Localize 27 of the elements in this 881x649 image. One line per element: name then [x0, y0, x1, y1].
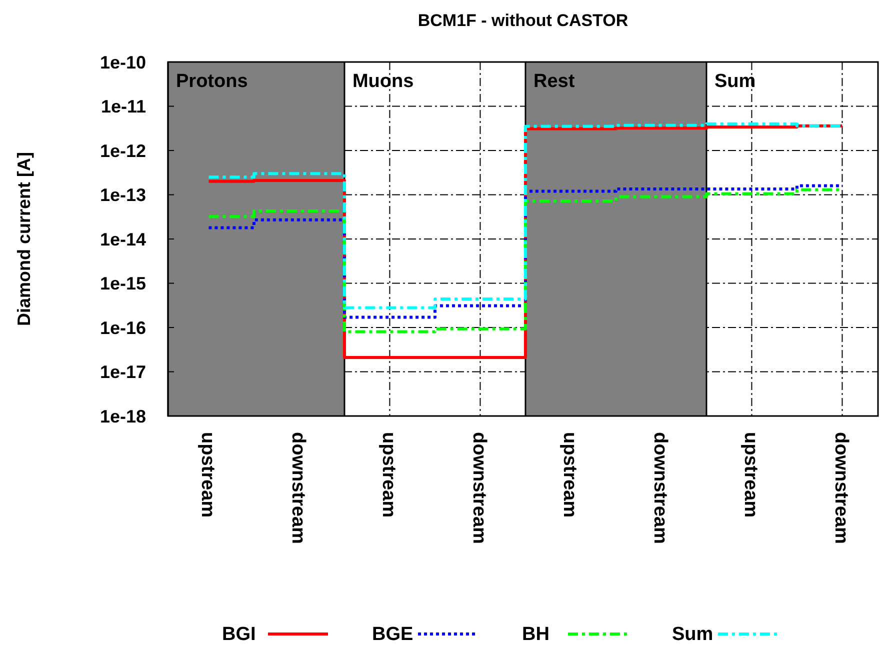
annotation: Rest — [533, 71, 576, 92]
y-tick-label: 1e-16 — [100, 318, 146, 338]
x-tick-label: downstream — [830, 432, 852, 544]
legend-label: Sum — [672, 624, 714, 645]
legend-label: BGE — [372, 624, 414, 645]
x-tick-label: upstream — [559, 432, 580, 518]
y-tick-label: 1e-14 — [100, 229, 146, 250]
legend-label: BH — [522, 624, 550, 645]
x-tick-label: upstream — [197, 432, 218, 518]
x-tick-label: upstream — [378, 432, 400, 518]
y-tick-label: 1e-15 — [100, 274, 146, 294]
annotation: Protons — [176, 71, 248, 92]
x-tick-label: downstream — [468, 432, 490, 544]
chart-title: BCM1F - without CASTOR — [418, 11, 628, 30]
y-tick-label: 1e-17 — [100, 362, 146, 382]
annotation: Muons — [352, 71, 414, 92]
y-tick-label: 1e-11 — [100, 96, 146, 117]
y-tick-label: 1e-13 — [100, 185, 146, 206]
y-tick-label: 1e-12 — [100, 140, 146, 161]
legend-label: BGI — [222, 624, 256, 645]
x-tick-label: upstream — [740, 432, 762, 518]
x-tick-label: downstream — [288, 432, 309, 544]
y-tick-label: 1e-18 — [100, 406, 146, 426]
annotation: Sum — [714, 71, 756, 92]
y-axis-title: Diamond current [A] — [14, 152, 34, 326]
y-tick-label: 1e-10 — [100, 52, 146, 72]
x-tick-label: downstream — [650, 432, 671, 544]
